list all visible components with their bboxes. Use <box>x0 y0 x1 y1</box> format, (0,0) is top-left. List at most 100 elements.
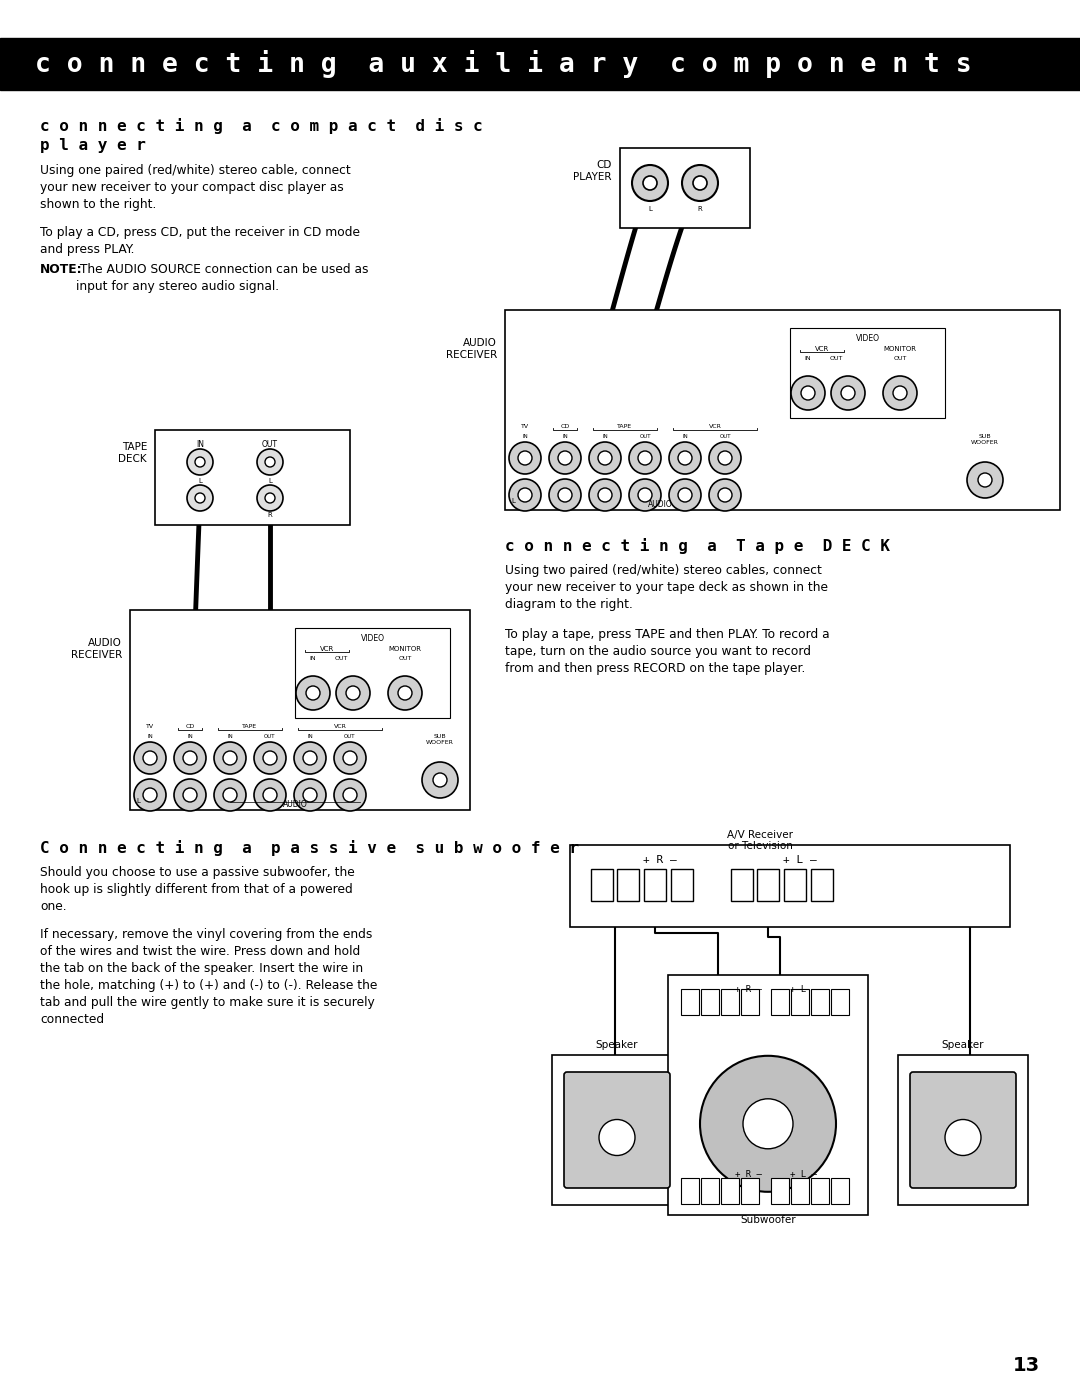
Circle shape <box>978 474 993 488</box>
Circle shape <box>399 686 411 700</box>
Text: CD
PLAYER: CD PLAYER <box>573 161 612 182</box>
Text: IN: IN <box>307 733 313 739</box>
Text: IN: IN <box>603 434 608 439</box>
Text: TAPE
DECK: TAPE DECK <box>119 441 147 464</box>
Text: CD: CD <box>186 724 194 729</box>
Bar <box>721 989 739 1016</box>
Circle shape <box>306 686 320 700</box>
Text: Should you choose to use a passive subwoofer, the
hook up is slightly different : Should you choose to use a passive subwo… <box>40 866 354 914</box>
Circle shape <box>558 451 572 465</box>
Circle shape <box>264 752 276 766</box>
Circle shape <box>183 752 197 766</box>
Bar <box>617 869 639 901</box>
Circle shape <box>303 752 318 766</box>
Circle shape <box>643 176 657 190</box>
Bar <box>771 989 789 1016</box>
Circle shape <box>632 165 669 201</box>
Text: Speaker: Speaker <box>942 1039 984 1051</box>
Circle shape <box>678 451 692 465</box>
Circle shape <box>257 485 283 511</box>
Text: If necessary, remove the vinyl covering from the ends
of the wires and twist the: If necessary, remove the vinyl covering … <box>40 928 377 1025</box>
Text: The AUDIO SOURCE connection can be used as
input for any stereo audio signal.: The AUDIO SOURCE connection can be used … <box>76 263 368 293</box>
Text: + R –: + R – <box>734 1171 761 1179</box>
Circle shape <box>598 451 612 465</box>
Text: c o n n e c t i n g  a  T a p e  D E C K: c o n n e c t i n g a T a p e D E C K <box>505 538 890 555</box>
Circle shape <box>718 451 732 465</box>
Bar <box>701 989 719 1016</box>
Text: VIDEO: VIDEO <box>855 334 879 344</box>
Circle shape <box>296 676 330 710</box>
Bar <box>789 328 945 418</box>
Bar <box>505 310 1059 510</box>
FancyBboxPatch shape <box>910 1071 1016 1187</box>
Text: + R –: + R – <box>643 855 677 865</box>
Text: 13: 13 <box>1013 1356 1040 1375</box>
Bar <box>156 430 350 525</box>
Text: L: L <box>268 478 272 483</box>
Text: IN: IN <box>562 434 568 439</box>
Text: R: R <box>698 205 702 212</box>
Text: OUT: OUT <box>262 440 278 448</box>
Text: + L –: + L – <box>789 985 816 995</box>
Text: To play a CD, press CD, put the receiver in CD mode
and press PLAY.: To play a CD, press CD, put the receiver… <box>40 226 360 256</box>
Circle shape <box>549 441 581 474</box>
Circle shape <box>187 448 213 475</box>
Bar <box>897 1055 1028 1206</box>
Bar <box>644 869 666 901</box>
Text: IN: IN <box>195 440 204 448</box>
Circle shape <box>336 676 370 710</box>
Bar <box>681 1178 699 1204</box>
Circle shape <box>265 457 275 467</box>
Circle shape <box>143 788 157 802</box>
Circle shape <box>708 441 741 474</box>
Bar <box>741 1178 759 1204</box>
Circle shape <box>294 742 326 774</box>
Circle shape <box>669 441 701 474</box>
Circle shape <box>518 488 532 502</box>
Circle shape <box>174 780 206 812</box>
Circle shape <box>718 488 732 502</box>
Circle shape <box>883 376 917 409</box>
Bar <box>620 148 750 228</box>
Text: OUT: OUT <box>719 434 731 439</box>
Circle shape <box>222 752 237 766</box>
Circle shape <box>187 485 213 511</box>
Circle shape <box>343 752 357 766</box>
Text: Using one paired (red/white) stereo cable, connect
your new receiver to your com: Using one paired (red/white) stereo cabl… <box>40 163 351 211</box>
Circle shape <box>509 441 541 474</box>
Text: TAPE: TAPE <box>242 724 257 729</box>
Circle shape <box>422 761 458 798</box>
Text: p l a y e r: p l a y e r <box>40 138 146 154</box>
Text: AUDIO
RECEIVER: AUDIO RECEIVER <box>446 338 497 359</box>
Bar <box>295 629 450 718</box>
Circle shape <box>143 752 157 766</box>
Text: A/V Receiver: A/V Receiver <box>727 830 793 840</box>
Text: Speaker: Speaker <box>596 1039 638 1051</box>
Bar <box>784 869 806 901</box>
Circle shape <box>195 457 205 467</box>
Circle shape <box>629 441 661 474</box>
Text: NOTE:: NOTE: <box>40 263 83 277</box>
Bar <box>721 1178 739 1204</box>
Text: AUDIO: AUDIO <box>648 500 673 509</box>
Circle shape <box>549 479 581 511</box>
Text: OUT: OUT <box>639 434 651 439</box>
Text: IN: IN <box>683 434 688 439</box>
Circle shape <box>134 780 166 812</box>
Text: Using two paired (red/white) stereo cables, connect
your new receiver to your ta: Using two paired (red/white) stereo cabl… <box>505 564 828 610</box>
FancyBboxPatch shape <box>564 1071 670 1187</box>
Circle shape <box>841 386 855 400</box>
Circle shape <box>334 742 366 774</box>
Text: c o n n e c t i n g  a u x i l i a r y  c o m p o n e n t s: c o n n e c t i n g a u x i l i a r y c … <box>35 50 972 78</box>
Text: OUT: OUT <box>829 356 842 360</box>
Bar <box>591 869 613 901</box>
Bar <box>771 1178 789 1204</box>
Circle shape <box>893 386 907 400</box>
Text: VCR: VCR <box>320 645 334 652</box>
Bar <box>669 975 868 1215</box>
Bar <box>831 989 849 1016</box>
Circle shape <box>433 773 447 787</box>
Circle shape <box>791 376 825 409</box>
Bar <box>741 989 759 1016</box>
Circle shape <box>743 1099 793 1148</box>
